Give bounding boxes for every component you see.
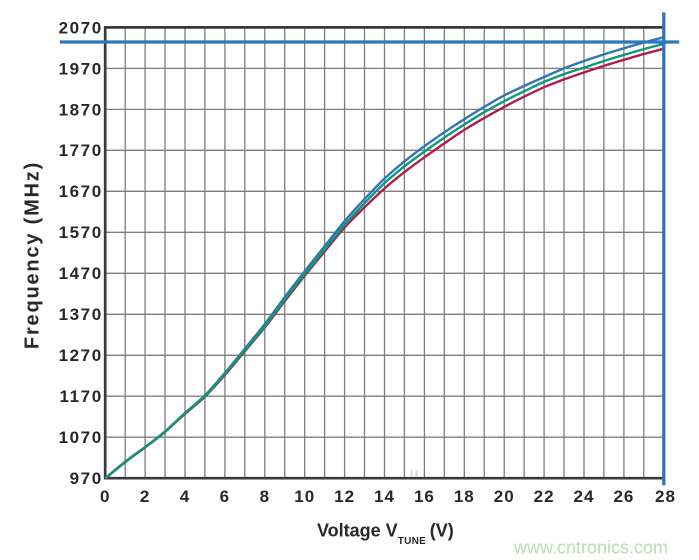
- svg-text:Frequency (MHz): Frequency (MHz): [22, 161, 44, 349]
- svg-text:0: 0: [100, 487, 110, 506]
- svg-text:4: 4: [180, 487, 190, 506]
- svg-text:1470: 1470: [59, 264, 103, 283]
- svg-text:1570: 1570: [59, 223, 103, 242]
- svg-text:26: 26: [613, 487, 634, 506]
- svg-text:1670: 1670: [59, 182, 103, 201]
- svg-text:1370: 1370: [59, 305, 103, 324]
- svg-text:1870: 1870: [59, 100, 103, 119]
- svg-text:1770: 1770: [59, 141, 103, 160]
- svg-text:16: 16: [414, 487, 435, 506]
- svg-text:1270: 1270: [59, 346, 103, 365]
- svg-text:www.cntronics.com: www.cntronics.com: [513, 538, 668, 558]
- svg-text:20: 20: [494, 487, 515, 506]
- svg-text:24: 24: [574, 487, 595, 506]
- svg-text:28: 28: [655, 487, 676, 506]
- svg-text:22: 22: [534, 487, 555, 506]
- svg-text:18: 18: [454, 487, 475, 506]
- svg-text:12: 12: [334, 487, 355, 506]
- svg-text:8: 8: [260, 487, 270, 506]
- svg-text:1070: 1070: [59, 428, 103, 447]
- svg-text:970: 970: [70, 469, 103, 488]
- svg-text:2070: 2070: [59, 18, 103, 37]
- svg-text:1970: 1970: [59, 59, 103, 78]
- svg-text:6: 6: [220, 487, 230, 506]
- svg-text:2: 2: [140, 487, 150, 506]
- svg-text:1170: 1170: [60, 387, 103, 406]
- svg-text:14: 14: [374, 487, 395, 506]
- svg-text:10: 10: [294, 487, 315, 506]
